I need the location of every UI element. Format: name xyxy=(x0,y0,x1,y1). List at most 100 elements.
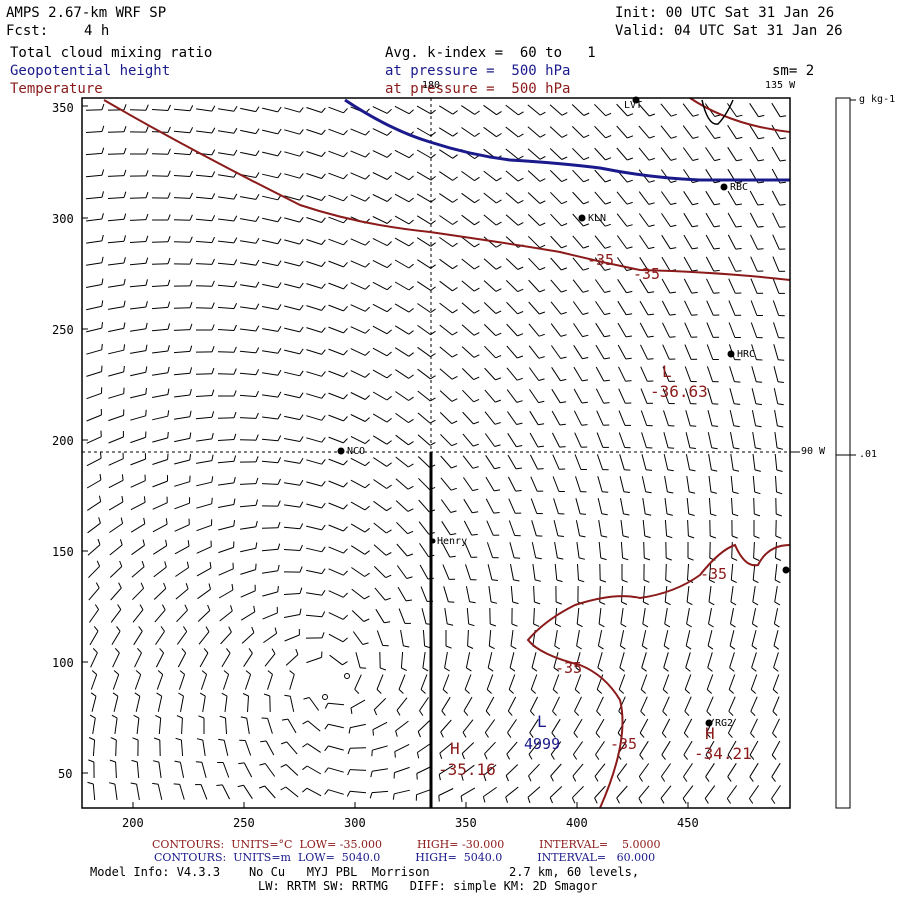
wind-barb-flag xyxy=(670,180,677,183)
wind-barb-shaft xyxy=(683,763,693,777)
wind-barb-shaft xyxy=(218,196,234,200)
x-tick-label: 300 xyxy=(344,816,366,830)
wind-barb-shaft xyxy=(108,327,124,333)
wind-barb-shaft xyxy=(753,497,755,515)
wind-barb-flag xyxy=(467,645,474,649)
wind-barb-shaft xyxy=(350,457,366,467)
wind-barb-flag xyxy=(277,435,282,442)
wind-barb-shaft xyxy=(394,171,410,181)
wind-barb-flag xyxy=(205,626,210,632)
wind-barb-flag xyxy=(776,513,782,517)
wind-barb-shaft xyxy=(286,741,298,755)
wind-barb-flag xyxy=(231,583,234,591)
wind-barb-shaft xyxy=(284,504,300,508)
wind-barb-flag xyxy=(441,710,446,716)
wind-barb-flag xyxy=(473,354,480,358)
wind-barb-flag xyxy=(667,469,674,472)
wind-barb-shaft xyxy=(505,192,519,204)
wind-barb-shaft xyxy=(549,170,563,182)
wind-barb-flag xyxy=(343,262,348,268)
wind-barb-flag xyxy=(255,412,259,419)
wind-barb-flag xyxy=(517,199,524,204)
wind-barb-shaft xyxy=(218,130,234,134)
wind-barb-flag xyxy=(685,645,692,650)
wind-barb-shaft xyxy=(528,763,540,777)
wind-barb-shaft xyxy=(88,609,100,623)
wind-barb-flag xyxy=(489,645,495,650)
wind-barb-flag xyxy=(145,344,148,351)
wind-barb-shaft xyxy=(173,197,191,199)
wind-barb-flag xyxy=(555,623,562,628)
wind-barb-shaft xyxy=(686,608,690,624)
wind-barb-shaft xyxy=(461,324,475,336)
wind-barb-shaft xyxy=(727,190,737,206)
wind-barb-shaft xyxy=(218,240,234,244)
wind-barb-shaft xyxy=(130,306,146,310)
wind-barb-shaft xyxy=(284,217,300,223)
wind-barb-shaft xyxy=(618,388,626,404)
temp-pressure-level: at pressure = 500 hPa xyxy=(385,81,571,97)
wind-barb-shaft xyxy=(505,214,519,226)
wind-barb-flag xyxy=(211,324,215,331)
wind-barb-shaft xyxy=(660,125,672,139)
wind-barb-shaft xyxy=(156,674,164,690)
wind-barb-shaft xyxy=(705,234,715,250)
wind-barb-flag xyxy=(350,707,353,714)
wind-barb-shaft xyxy=(576,542,580,558)
wind-barb-flag xyxy=(516,422,523,425)
wind-barb-flag xyxy=(362,642,369,645)
wind-barb-shaft xyxy=(620,608,624,624)
wind-barb-flag xyxy=(711,447,718,450)
wind-barb-shaft xyxy=(196,438,212,442)
wind-barb-flag xyxy=(578,557,586,560)
wind-barb-shaft xyxy=(708,476,712,492)
wind-barb-flag xyxy=(733,425,740,428)
wind-barb-flag xyxy=(230,605,233,612)
wind-barb-shaft xyxy=(553,498,559,514)
wind-barb-shaft xyxy=(572,301,584,315)
wind-barb-shaft xyxy=(461,105,475,115)
wind-barb-shaft xyxy=(130,523,146,533)
wind-barb-shaft xyxy=(262,328,278,332)
wind-barb-flag xyxy=(277,521,281,528)
wind-barb-shaft xyxy=(638,103,650,117)
wind-barb-shaft xyxy=(484,411,496,425)
wind-barb-shaft xyxy=(328,414,344,422)
wind-barb-shaft xyxy=(372,150,388,158)
wind-barb-flag xyxy=(198,715,205,719)
wind-barb-shaft xyxy=(661,718,671,734)
wind-barb-shaft xyxy=(618,696,626,712)
wind-barb-flag xyxy=(539,244,546,249)
temp-high-symbol: H xyxy=(705,724,715,743)
wind-barb-shaft xyxy=(506,741,518,755)
wind-barb-flag xyxy=(101,191,104,198)
wind-barb-flag xyxy=(691,291,698,294)
wind-barb-shaft xyxy=(155,631,165,645)
wind-barb-flag xyxy=(156,692,162,697)
wind-barb-shaft xyxy=(572,213,584,227)
wind-barb-flag xyxy=(207,604,211,611)
wind-barb-flag xyxy=(403,645,410,648)
wind-barb-shaft xyxy=(664,519,668,537)
wind-barb-shaft xyxy=(130,393,146,399)
wind-barb-flag xyxy=(271,648,276,654)
k-index-average: Avg. k-index = 60 to 1 xyxy=(385,45,596,61)
wind-barb-flag xyxy=(189,192,193,199)
wind-barb-flag xyxy=(557,535,564,537)
wind-barb-flag xyxy=(601,535,608,538)
wind-barb-flag xyxy=(576,645,582,650)
wind-barb-flag xyxy=(277,564,280,571)
wind-barb-flag xyxy=(430,286,436,291)
wind-barb-shaft xyxy=(394,105,410,115)
wind-barb-flag xyxy=(343,548,348,554)
wind-barb-shaft xyxy=(130,436,146,444)
wind-barb-flag xyxy=(684,689,691,694)
wind-barb-flag xyxy=(255,150,260,156)
wind-barb-shaft xyxy=(217,439,235,441)
wind-barb-shaft xyxy=(467,629,469,647)
wind-barb-shaft xyxy=(151,306,169,310)
wind-barb-shaft xyxy=(638,191,650,205)
wind-barb-flag xyxy=(259,763,266,766)
wind-barb-shaft xyxy=(173,175,191,177)
wind-barb-flag xyxy=(474,110,480,115)
